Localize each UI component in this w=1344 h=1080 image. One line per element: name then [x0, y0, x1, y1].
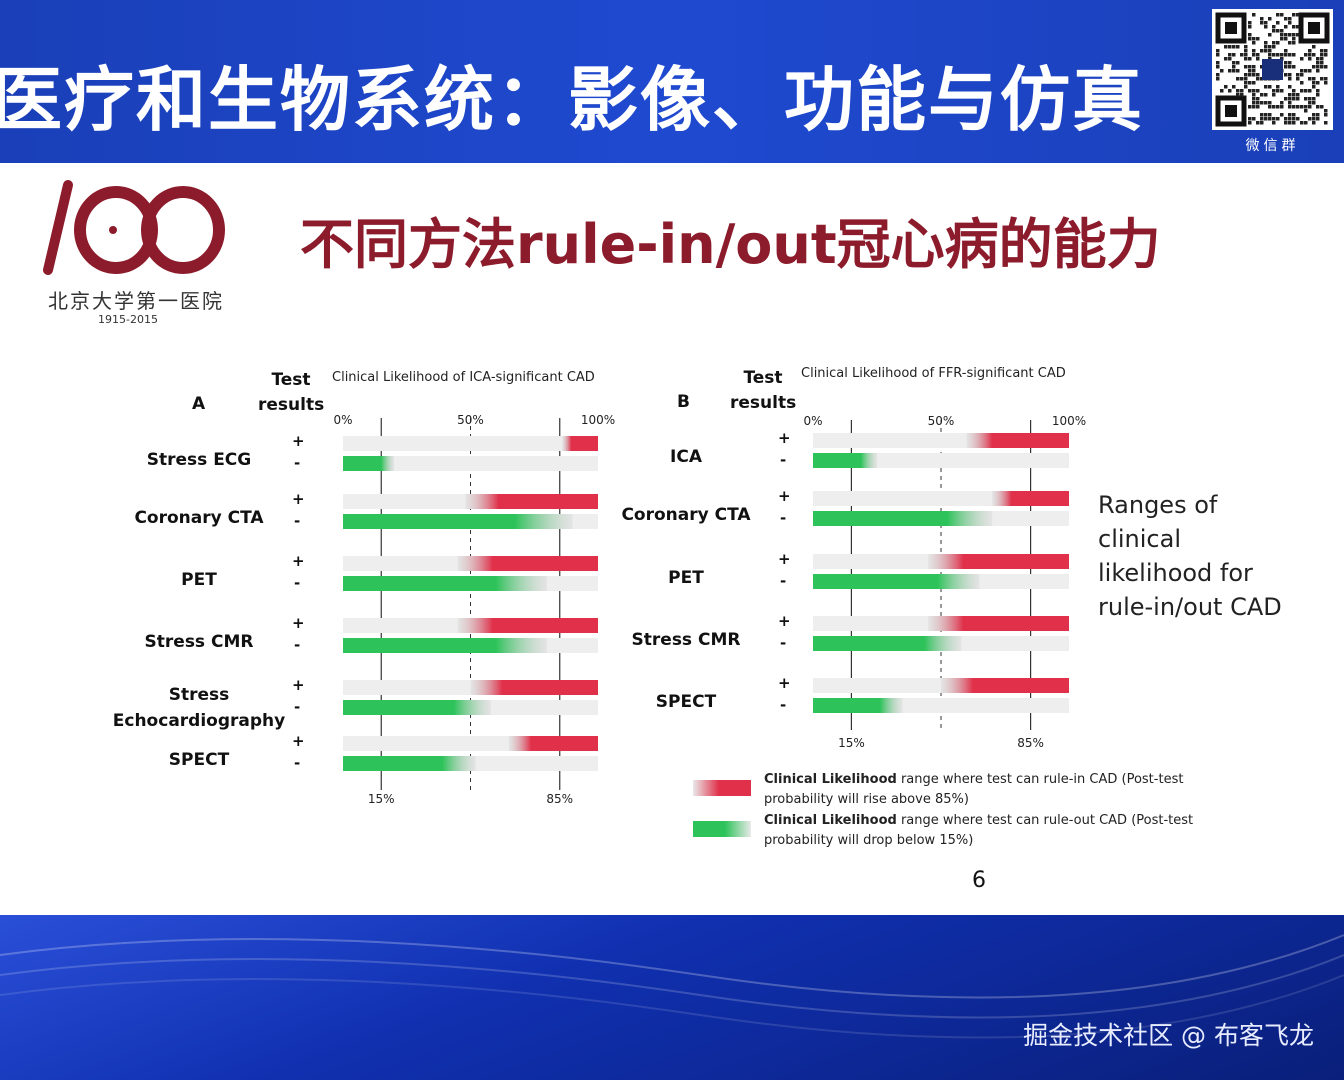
plus-sign: +	[778, 429, 791, 447]
minus-sign: -	[294, 754, 300, 772]
tick-label-top: 0%	[803, 414, 822, 428]
method-label: Stress CMR	[631, 630, 741, 650]
rule-in-bar	[457, 618, 598, 633]
header-title: 医疗和生物系统：影像、功能与仿真	[0, 59, 1144, 141]
logo-years: 1915-2015	[98, 313, 158, 326]
minus-sign: -	[294, 512, 300, 530]
rule-in-bar	[928, 616, 1069, 631]
minus-sign: -	[294, 454, 300, 472]
tick-label-top: 0%	[333, 413, 352, 427]
tick-label-bottom: 85%	[546, 792, 573, 806]
rule-out-bar	[813, 698, 903, 713]
method-label: SPECT	[655, 692, 717, 712]
rule-out-bar	[343, 638, 547, 653]
method-label: PET	[668, 568, 704, 588]
plus-sign: +	[778, 674, 791, 692]
tick-label-top: 100%	[581, 413, 615, 427]
tick-label-top: 50%	[457, 413, 484, 427]
minus-sign: -	[780, 634, 786, 652]
method-label: Stress ECG	[146, 450, 252, 470]
panel-b-title: Clinical Likelihood of FFR-significant C…	[801, 366, 1066, 381]
rule-out-bar	[813, 511, 993, 526]
track-bg	[343, 436, 598, 451]
method-label: SPECT	[168, 750, 230, 770]
rule-in-bar	[941, 678, 1069, 693]
method-label: Stress Echocardiography	[112, 685, 286, 731]
slide-title: 不同方法rule-in/out冠心病的能力	[300, 213, 1161, 276]
legend-rule-in-text: range where test can rule-in CAD (Post-t…	[764, 772, 1184, 807]
minus-sign: -	[294, 698, 300, 716]
method-label: Stress CMR	[144, 632, 254, 652]
method-label: Coronary CTA	[134, 508, 264, 528]
minus-sign: -	[780, 696, 786, 714]
footer-swoosh	[0, 934, 1344, 1039]
legend-rule-out-text: range where test can rule-out CAD (Post-…	[764, 813, 1194, 848]
tick-label-bottom: 85%	[1017, 736, 1044, 750]
footer-band: 掘金技术社区 @ 布客飞龙	[0, 915, 1344, 1080]
hospital-logo: 北京大学第一医院 1915-2015	[38, 175, 228, 326]
rule-out-bar	[343, 700, 491, 715]
rule-out-bar	[343, 576, 547, 591]
plus-sign: +	[292, 490, 305, 508]
watermark: 掘金技术社区 @ 布客飞龙	[1023, 1021, 1314, 1050]
qr-code-icon	[1215, 12, 1330, 127]
minus-sign: -	[294, 574, 300, 592]
tick-label-top: 100%	[1052, 414, 1086, 428]
legend-rule-in: Clinical Likelihood range where test can…	[764, 770, 1204, 810]
panel-b-row-header: Test results	[730, 368, 797, 413]
rule-in-bar	[465, 494, 598, 509]
minus-sign: -	[294, 636, 300, 654]
header-band: 医疗和生物系统：影像、功能与仿真 微信群	[0, 0, 1344, 163]
panel-a-title: Clinical Likelihood of ICA-significant C…	[332, 370, 595, 385]
track-bg	[343, 456, 598, 471]
panel-a-label: A	[192, 394, 206, 414]
rule-out-bar	[343, 514, 573, 529]
plus-sign: +	[292, 614, 305, 632]
plus-sign: +	[292, 432, 305, 450]
method-label: ICA	[670, 447, 702, 467]
tick-label-top: 50%	[928, 414, 955, 428]
page-number: 6	[972, 868, 986, 893]
plus-sign: +	[778, 487, 791, 505]
minus-sign: -	[780, 509, 786, 527]
legend-rule-out: Clinical Likelihood range where test can…	[764, 811, 1204, 851]
rule-out-bar	[343, 756, 476, 771]
plus-sign: +	[292, 676, 305, 694]
rule-in-bar	[966, 433, 1069, 448]
legend-rule-out-label: Clinical Likelihood	[764, 813, 897, 828]
rule-in-bar	[508, 736, 598, 751]
plus-sign: +	[292, 732, 305, 750]
tick-label-bottom: 15%	[838, 736, 865, 750]
panel-b-label: B	[677, 392, 690, 412]
legend-rule-in-swatch	[693, 780, 751, 796]
method-label: PET	[181, 570, 217, 590]
side-note: Ranges of clinical likelihood for rule-i…	[1098, 491, 1282, 621]
rule-out-bar	[813, 453, 877, 468]
rule-in-bar	[562, 436, 598, 451]
rule-in-bar	[992, 491, 1069, 506]
legend-rule-out-swatch	[693, 821, 751, 837]
rule-out-bar	[813, 636, 962, 651]
minus-sign: -	[780, 451, 786, 469]
plus-sign: +	[778, 612, 791, 630]
qr-code	[1212, 9, 1333, 130]
rule-out-bar	[343, 456, 394, 471]
method-label: Coronary CTA	[621, 505, 751, 525]
legend-rule-in-label: Clinical Likelihood	[764, 772, 897, 787]
rule-out-bar	[813, 574, 980, 589]
rule-in-bar	[470, 680, 598, 695]
minus-sign: -	[780, 572, 786, 590]
rule-in-bar	[928, 554, 1069, 569]
qr-label: 微信群	[1245, 138, 1300, 154]
logo-name: 北京大学第一医院	[48, 289, 224, 313]
panel-a-row-header: Test results	[258, 370, 325, 415]
rule-in-bar	[457, 556, 598, 571]
tick-label-bottom: 15%	[368, 792, 395, 806]
plus-sign: +	[778, 550, 791, 568]
plus-sign: +	[292, 552, 305, 570]
